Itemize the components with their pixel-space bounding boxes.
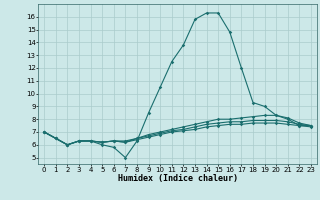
- X-axis label: Humidex (Indice chaleur): Humidex (Indice chaleur): [118, 174, 238, 183]
